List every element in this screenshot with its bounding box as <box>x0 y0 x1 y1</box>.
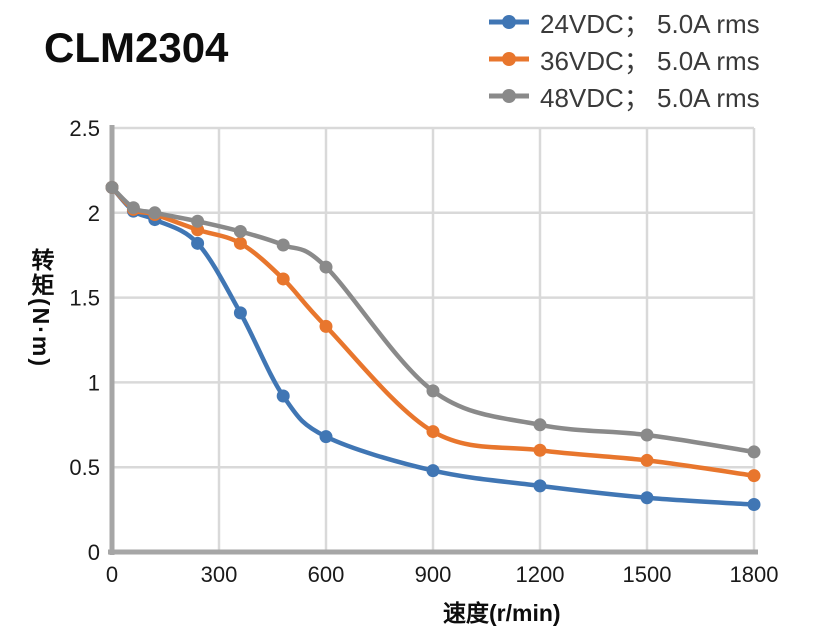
data-point-24vdc-480 <box>276 389 290 403</box>
data-point-36vdc-600 <box>319 319 333 333</box>
data-point-36vdc-480 <box>276 272 290 286</box>
legend-item-48vdc: 48VDC； 5.0A rms <box>486 81 760 113</box>
x-tick-label-0: 0 <box>106 562 118 587</box>
legend-item-36vdc: 36VDC； 5.0A rms <box>486 44 760 76</box>
data-point-24vdc-1800 <box>747 498 761 512</box>
x-tick-label-1200: 1200 <box>516 562 565 587</box>
legend: 24VDC； 5.0A rms 36VDC； 5.0A rms 48VDC； 5… <box>486 7 760 118</box>
legend-label-24vdc: 24VDC； 5.0A rms <box>540 8 760 39</box>
data-point-36vdc-900 <box>426 425 440 439</box>
data-point-48vdc-900 <box>426 384 440 398</box>
legend-label-36vdc: 36VDC； 5.0A rms <box>540 45 760 76</box>
data-point-24vdc-240 <box>191 236 205 250</box>
legend-marker-36vdc-icon <box>489 52 529 66</box>
y-tick-label-1: 1 <box>88 370 100 395</box>
data-point-48vdc-60 <box>126 201 140 215</box>
data-point-36vdc-1500 <box>640 453 654 467</box>
y-tick-label-2.5: 2.5 <box>69 116 100 141</box>
data-point-48vdc-1500 <box>640 428 654 442</box>
x-tick-label-1500: 1500 <box>623 562 672 587</box>
x-tick-label-600: 600 <box>308 562 345 587</box>
data-point-24vdc-600 <box>319 430 333 444</box>
data-point-48vdc-1800 <box>747 445 761 459</box>
legend-marker-48vdc-icon <box>489 89 529 103</box>
data-point-48vdc-1200 <box>533 418 547 432</box>
data-point-48vdc-480 <box>276 238 290 252</box>
legend-item-24vdc: 24VDC； 5.0A rms <box>486 7 760 39</box>
y-axis-title: 转矩(N·m) <box>28 248 54 369</box>
data-point-48vdc-0 <box>105 180 119 194</box>
data-point-36vdc-1800 <box>747 469 761 483</box>
data-point-48vdc-360 <box>233 224 247 238</box>
legend-marker-24vdc-icon <box>489 15 529 29</box>
data-point-24vdc-1200 <box>533 479 547 493</box>
y-tick-label-2: 2 <box>88 201 100 226</box>
data-point-48vdc-600 <box>319 260 333 274</box>
y-tick-label-1.5: 1.5 <box>69 286 100 311</box>
y-tick-label-0.5: 0.5 <box>69 455 100 480</box>
y-tick-label-0: 0 <box>88 540 100 565</box>
x-tick-label-1800: 1800 <box>730 562 779 587</box>
data-point-24vdc-900 <box>426 464 440 478</box>
data-point-24vdc-360 <box>233 306 247 320</box>
data-point-36vdc-1200 <box>533 443 547 457</box>
x-tick-label-900: 900 <box>415 562 452 587</box>
legend-label-48vdc: 48VDC； 5.0A rms <box>540 82 760 113</box>
data-point-48vdc-120 <box>148 206 162 220</box>
x-axis-title: 速度(r/min) <box>443 600 561 626</box>
x-tick-label-300: 300 <box>201 562 238 587</box>
data-point-48vdc-240 <box>191 214 205 228</box>
page-title: CLM2304 <box>44 24 229 71</box>
data-point-24vdc-1500 <box>640 491 654 505</box>
data-point-36vdc-360 <box>233 236 247 250</box>
